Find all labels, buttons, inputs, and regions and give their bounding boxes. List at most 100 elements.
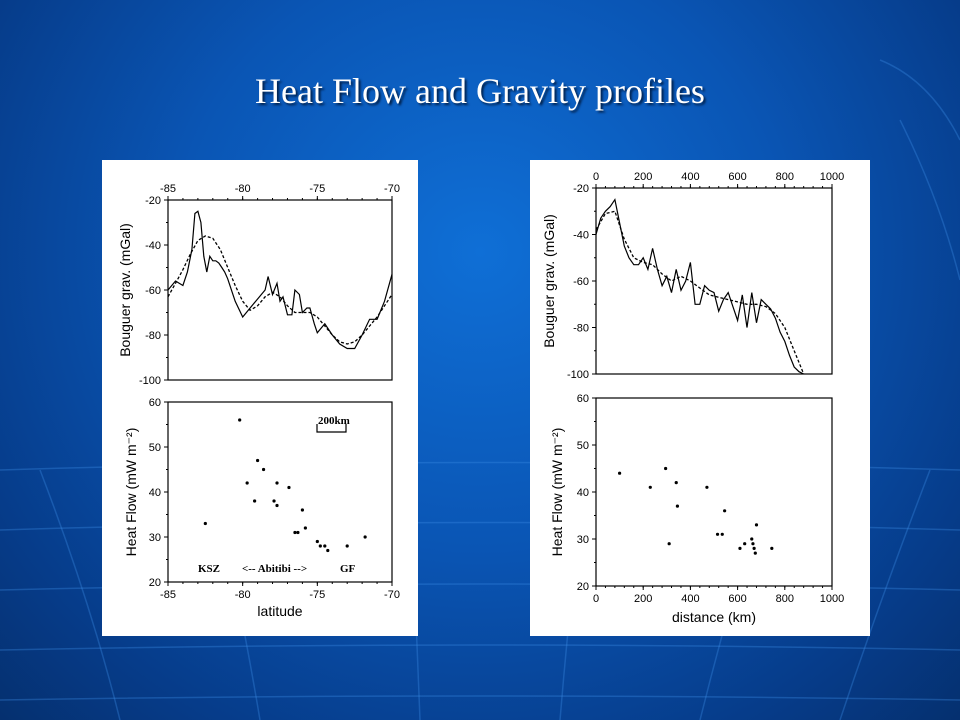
x-tick-label: -80: [235, 589, 251, 601]
y-tick-label: 20: [577, 581, 589, 593]
scale-bar: [316, 424, 347, 433]
scale-bar-label: 200km: [318, 415, 350, 427]
x-axis-label: latitude: [257, 603, 302, 619]
heatflow-point: [753, 551, 757, 555]
heatflow-point: [275, 503, 279, 508]
y-tick-label: -60: [573, 276, 589, 288]
y-tick-label: -20: [573, 183, 589, 195]
heatflow-point: [738, 546, 742, 550]
heatflow-point: [275, 481, 279, 485]
annotation-ksz: KSZ: [198, 563, 220, 575]
heatflow-point: [203, 521, 207, 526]
y-tick-label: -100: [567, 369, 589, 381]
x-tick-label: 400: [681, 171, 699, 183]
x-tick-label: -75: [309, 589, 325, 601]
heatflow-point: [245, 481, 249, 485]
heatflow-point: [323, 544, 327, 548]
x-tick-label: -85: [160, 589, 176, 601]
heatflow-point: [293, 530, 297, 535]
heatflow-point: [303, 526, 307, 530]
heatflow-point: [705, 485, 709, 489]
x-tick-label: 800: [776, 593, 794, 605]
heatflow-point: [674, 481, 678, 485]
heatflow-point: [272, 499, 276, 503]
x-tick-label: 800: [776, 171, 794, 183]
y-axis-label: Bouguer grav. (mGal): [541, 214, 557, 348]
plot-frame: [595, 187, 833, 375]
distance-heatflow-plot: 0 200 400 600 800 1000 20 30 40 50 60 Heat Flow (mW…: [549, 393, 844, 625]
x-tick-label: 600: [728, 593, 746, 605]
right-figure-panel: 0 200 400 600 800 1000 -20 -40 -60 -80 -100 Bouguer…: [530, 160, 870, 636]
x-tick-label: -75: [309, 183, 325, 195]
x-tick-label: 0: [593, 593, 599, 605]
heatflow-point: [752, 546, 756, 550]
x-tick-label: -80: [235, 183, 251, 195]
heatflow-point: [751, 542, 755, 546]
plot-frame: [595, 397, 833, 587]
solid-gravity-line: [167, 210, 393, 350]
solid-gravity-line: [595, 198, 804, 375]
heatflow-point: [300, 508, 304, 512]
y-axis-label: Bouguer grav. (mGal): [117, 223, 133, 357]
heatflow-point: [238, 418, 242, 422]
x-tick-label: 200: [634, 593, 652, 605]
dashed-gravity-line: [167, 235, 393, 345]
y-tick-label: 50: [577, 440, 589, 452]
heatflow-point: [648, 485, 652, 489]
x-tick-label: 600: [728, 171, 746, 183]
heatflow-point: [770, 546, 774, 550]
x-tick-label: 1000: [820, 171, 844, 183]
latitude-heatflow-plot: -85 -80 -75 -70 60 50 40 30 20 Heat Flow (mW m⁻²)…: [123, 397, 400, 619]
y-tick-label: -80: [573, 323, 589, 335]
x-tick-label: 1000: [820, 593, 844, 605]
y-tick-label: -100: [139, 375, 161, 387]
heatflow-point: [618, 471, 622, 475]
heatflow-point: [743, 542, 747, 546]
distance-gravity-plot: 0 200 400 600 800 1000 -20 -40 -60 -80 -100 Bouguer…: [541, 171, 844, 381]
heatflow-point: [287, 485, 291, 490]
y-tick-label: -60: [145, 285, 161, 297]
x-tick-label: -70: [384, 589, 400, 601]
y-tick-label: 50: [149, 442, 161, 454]
heatflow-point: [720, 532, 724, 536]
slide-title: Heat Flow and Gravity profiles: [255, 71, 705, 111]
latitude-gravity-plot: -85 -80 -75 -70 -20 -40 -60 -80 -100 Bouguer grav…: [117, 183, 400, 387]
x-tick-label: 0: [593, 171, 599, 183]
heatflow-point: [345, 544, 349, 548]
y-tick-label: -40: [145, 240, 161, 252]
x-tick-label: -70: [384, 183, 400, 195]
left-figure-panel: -85 -80 -75 -70 -20 -40 -60 -80 -100 Bouguer grav…: [102, 160, 418, 636]
heatflow-point: [715, 532, 720, 536]
y-tick-label: -80: [145, 330, 161, 342]
y-tick-label: 60: [149, 397, 161, 409]
y-tick-label: 30: [577, 534, 589, 546]
heatflow-point: [256, 458, 260, 463]
y-axis-label: Heat Flow (mW m⁻²): [123, 428, 139, 557]
y-tick-label: 30: [149, 532, 161, 544]
dashed-gravity-line: [595, 210, 805, 375]
y-tick-label: -20: [145, 195, 161, 207]
x-tick-label: -85: [160, 183, 176, 195]
annotation-gf: GF: [340, 563, 356, 575]
heatflow-point: [315, 539, 319, 544]
heatflow-point: [363, 535, 367, 539]
heatflow-point: [296, 530, 300, 535]
x-axis-label: distance (km): [672, 609, 756, 625]
heatflow-point: [667, 542, 671, 546]
y-axis-label: Heat Flow (mW m⁻²): [549, 428, 565, 557]
y-tick-label: -40: [573, 230, 589, 242]
heatflow-point: [750, 537, 754, 541]
heatflow-point: [318, 544, 322, 548]
x-tick-label: 400: [681, 593, 699, 605]
y-tick-label: 40: [149, 487, 161, 499]
heatflow-point: [253, 499, 257, 503]
x-tick-label: 200: [634, 171, 652, 183]
heatflow-point: [723, 509, 727, 513]
y-tick-label: 40: [577, 487, 589, 499]
heatflow-point: [261, 467, 266, 472]
heatflow-point: [326, 548, 330, 553]
y-tick-label: 60: [577, 393, 589, 405]
heatflow-point: [664, 466, 668, 471]
heatflow-point: [754, 523, 759, 527]
annotation-abitibi: <-- Abitibi -->: [242, 563, 307, 575]
